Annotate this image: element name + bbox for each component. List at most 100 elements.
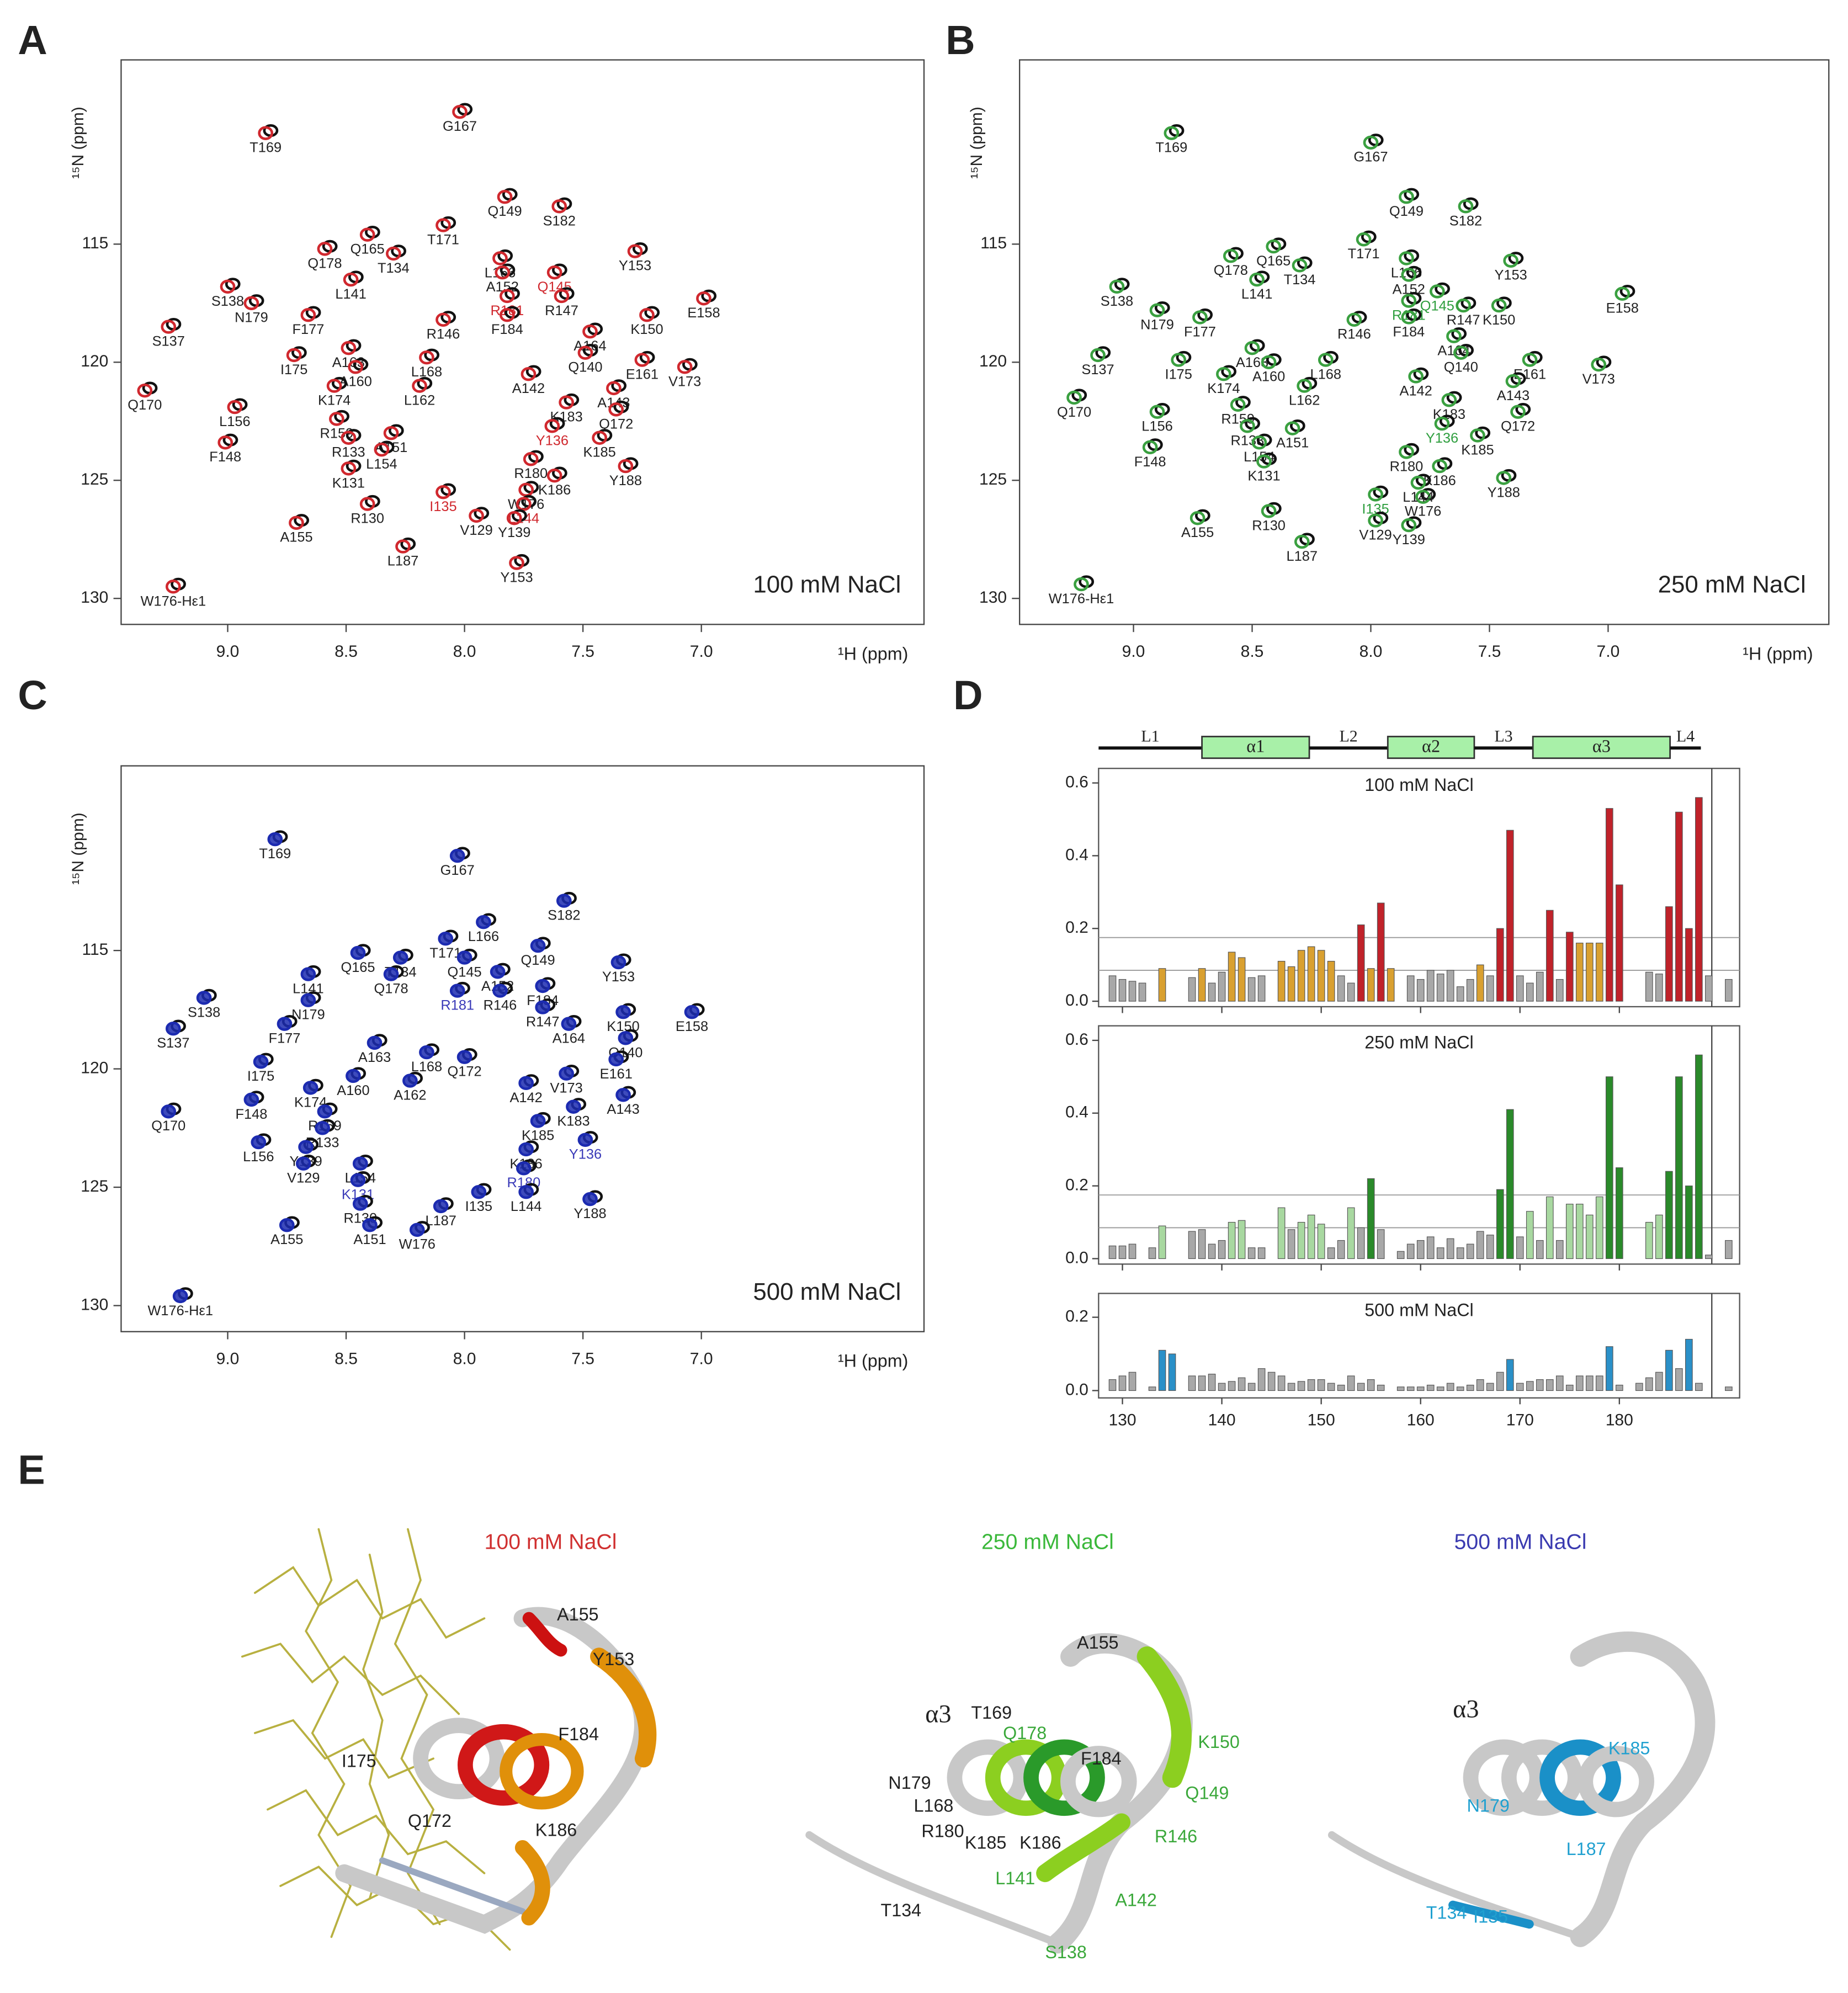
x-tick-label: 7.5 [571, 1349, 594, 1368]
ribbon-highlight [1448, 1900, 1534, 1929]
peak [227, 400, 243, 414]
x-tick-label: 7.0 [690, 1349, 713, 1368]
bar [1695, 797, 1703, 1002]
peak [1266, 239, 1282, 254]
peak [495, 265, 511, 280]
peak [289, 515, 304, 530]
bar [1198, 1375, 1206, 1391]
bar [1198, 968, 1206, 1002]
helix [1060, 1746, 1137, 1817]
peak-label: Q172 [1501, 419, 1535, 434]
residue-label: I175 [342, 1751, 376, 1771]
peak [277, 1017, 293, 1031]
peak [359, 497, 375, 511]
peak-label: T169 [259, 846, 291, 862]
peak-label: F177 [292, 322, 324, 337]
y-tick-label: 125 [81, 1177, 108, 1195]
bar [1665, 906, 1673, 1002]
bar [1645, 971, 1653, 1002]
dna-strand [254, 1719, 434, 1779]
residue-label: Q149 [1185, 1783, 1229, 1803]
peak-label: T134 [378, 261, 410, 276]
peak-label: Q172 [448, 1064, 482, 1080]
bar [1357, 1383, 1365, 1391]
bar [1218, 1383, 1226, 1391]
peak-label: A155 [280, 530, 312, 545]
condition-label: 500 mM NaCl [1364, 1300, 1474, 1320]
x-tick-label: 140 [1208, 1411, 1236, 1429]
bar [1685, 928, 1693, 1002]
bar [1128, 981, 1137, 1002]
residue-label: L168 [914, 1795, 954, 1815]
peak [1496, 471, 1512, 485]
x-tick-label: 9.0 [216, 1349, 240, 1368]
residue-label: L187 [1566, 1839, 1606, 1859]
peak-label: A151 [1276, 435, 1309, 451]
peak [546, 469, 562, 483]
residue-label: L141 [995, 1868, 1035, 1888]
bar [1645, 1221, 1653, 1259]
bar [1595, 1375, 1603, 1391]
strand [805, 1831, 1062, 1947]
peak [618, 1031, 634, 1045]
bar [1476, 964, 1484, 1002]
peak [469, 508, 484, 523]
peak [1230, 397, 1246, 412]
peak-label: L156 [243, 1149, 274, 1165]
bar [1416, 1386, 1425, 1391]
peak [395, 539, 411, 554]
peak-label: A160 [1252, 369, 1285, 385]
peak-label: Y136 [1426, 431, 1458, 446]
peak [556, 894, 572, 908]
panel-letter: E [18, 1447, 45, 1493]
peak [374, 442, 390, 457]
bar [1555, 1375, 1564, 1391]
peak [1434, 416, 1450, 431]
helix-label: α3 [925, 1700, 951, 1728]
bar [1367, 968, 1375, 1002]
bar [1307, 946, 1315, 1002]
dna-strand [254, 1566, 486, 1639]
peak-label: S182 [543, 213, 576, 228]
peak-label: T169 [1155, 140, 1187, 156]
bar [1496, 928, 1504, 1002]
dna-backbone [394, 1528, 441, 1926]
peak [530, 1114, 546, 1128]
peak-label: Y153 [500, 570, 533, 585]
helix-label: α3 [1453, 1694, 1479, 1723]
bar [1257, 1247, 1266, 1259]
peak-label: Q145 [1420, 298, 1454, 313]
bar [1705, 1255, 1713, 1259]
bar [1536, 971, 1544, 1002]
peak [161, 1104, 177, 1119]
structure-250 [805, 1633, 1193, 1954]
peak [1453, 346, 1469, 360]
structure-title: 250 mM NaCl [981, 1529, 1114, 1554]
peak-label: Q149 [1389, 204, 1424, 219]
bar [1506, 1359, 1514, 1391]
bar [1665, 1349, 1673, 1391]
peak [341, 341, 357, 355]
bar [1436, 1386, 1445, 1391]
x-tick-label: 150 [1308, 1411, 1335, 1429]
peak-label: S138 [211, 294, 244, 309]
ribbon [1570, 1631, 1716, 1947]
panel-letter: D [953, 672, 983, 718]
peak [546, 265, 562, 280]
peak-label: L144 [1403, 490, 1433, 505]
peak [220, 279, 236, 294]
bar [1456, 1386, 1464, 1391]
bar [1317, 1379, 1325, 1391]
peak-label: S182 [548, 907, 580, 923]
peak [367, 1035, 383, 1050]
bar [1238, 1220, 1246, 1259]
peak-label: L162 [1289, 392, 1320, 408]
loop-label: L3 [1494, 727, 1512, 746]
peak [279, 1218, 295, 1232]
bar [1575, 1204, 1584, 1259]
peak-label: N179 [1140, 317, 1174, 333]
peak [1256, 454, 1272, 469]
bar [1516, 1383, 1524, 1391]
strand [1327, 1831, 1584, 1941]
bar [1516, 975, 1524, 1002]
